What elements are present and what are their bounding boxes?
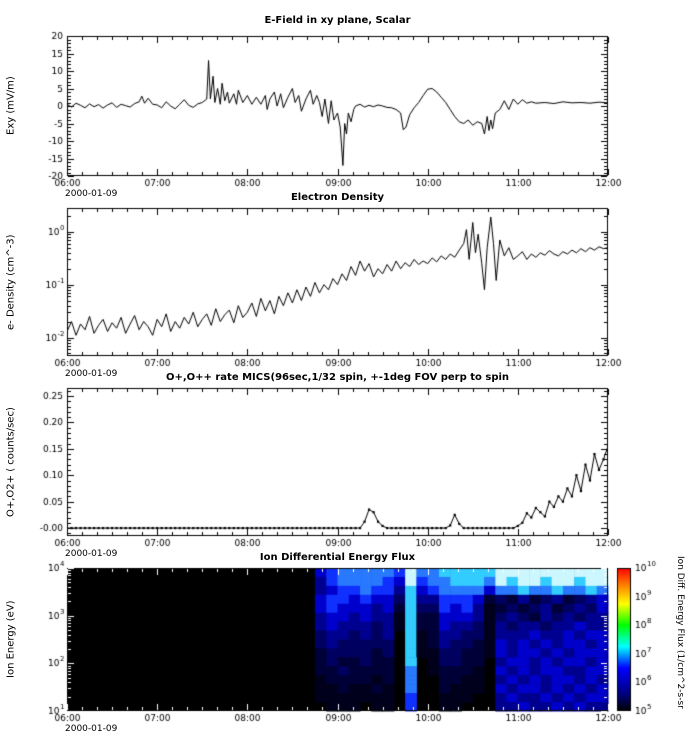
colorbar-title: Ion Diff. Energy Flux (1/cm^2-s-sr [675,556,685,709]
panel4-title: Ion Differential Energy Flux [259,552,416,563]
panel3-title: O+,O++ rate MICS(96sec,1/32 spin, +-1deg… [165,372,510,383]
panel4-date-label: 2000-01-09 [65,724,118,734]
panel3-yaxis-label: O+,O2+ ( counts/sec) [5,407,17,517]
panel4-yaxis-label: Ion Energy (eV) [5,600,17,679]
panel1-title: E-Field in xy plane, Scalar [264,15,411,26]
panel2-date-label: 2000-01-09 [65,369,118,379]
panel1-yaxis-label: Exy (mV/m) [5,76,17,136]
panel1-date-label: 2000-01-09 [65,189,118,199]
panel3-date-label: 2000-01-09 [65,549,118,559]
panel2-yaxis-label: e- Density (cm^-3) [5,234,17,330]
panel2-title: Electron Density [290,192,385,203]
